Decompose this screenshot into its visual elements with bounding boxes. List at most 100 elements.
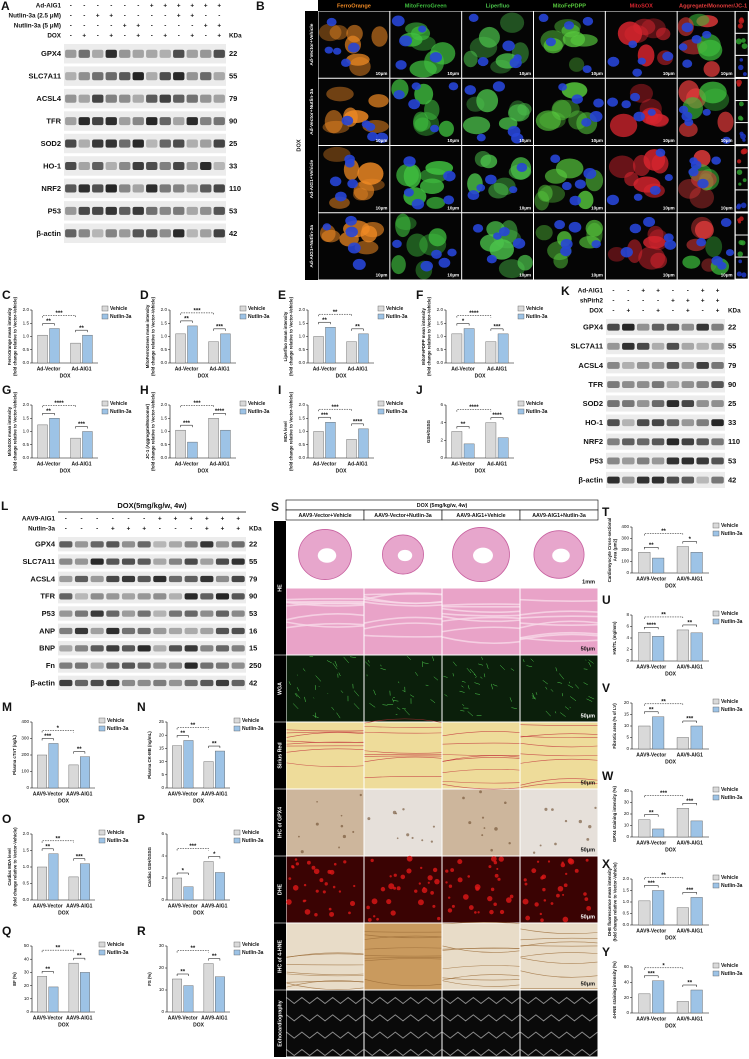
tissue	[286, 990, 364, 1057]
legend-swatch	[233, 717, 241, 724]
y-tick-label: 60	[624, 964, 630, 969]
blot-band	[636, 476, 650, 484]
blot-strip	[64, 201, 226, 221]
blot-band	[159, 72, 171, 81]
y-tick-label: 0.0	[299, 455, 306, 460]
legend-label: Vehicle	[721, 963, 738, 969]
nucleus	[411, 198, 425, 210]
bar	[690, 897, 703, 926]
tissue	[520, 778, 598, 786]
tissue	[397, 681, 400, 684]
legend-swatch	[517, 400, 525, 407]
x-tick-label: Ad-Vector	[451, 366, 475, 372]
tissue	[447, 896, 451, 899]
tissue	[423, 662, 429, 664]
tissue	[392, 698, 394, 703]
tissue	[317, 548, 337, 563]
blot-band	[132, 139, 144, 148]
tissue	[380, 886, 386, 892]
y-axis-label: DHE fluorescence mean intensity	[607, 867, 612, 936]
tissue	[520, 631, 598, 639]
tissue	[286, 982, 364, 990]
panel-letter: M	[2, 700, 12, 714]
x-axis-label: DOX	[58, 1022, 70, 1028]
significance-bracket	[41, 738, 54, 741]
blot-band	[90, 662, 104, 669]
tissue	[368, 660, 370, 663]
x-tick-label: Ad-Vector	[313, 461, 337, 467]
tissue	[370, 858, 374, 863]
tissue	[474, 693, 481, 695]
x-tick-label: Ad-AIG1	[210, 461, 230, 467]
protein-kda: 15	[249, 644, 257, 653]
tissue	[371, 898, 378, 905]
inset-signal	[736, 271, 742, 277]
scale-label: 10μm	[447, 71, 459, 76]
blot-band	[159, 206, 171, 215]
scale-label: 10μm	[591, 138, 603, 143]
cell-signal	[705, 236, 723, 258]
nucleus	[621, 100, 631, 109]
legend-swatch	[712, 970, 720, 977]
row-label: Ad-AIG1+Nutlin-3a	[309, 225, 315, 268]
blot-band	[168, 575, 183, 583]
tissue	[463, 894, 469, 900]
significance-label: ***	[648, 971, 656, 977]
blot-band	[231, 541, 245, 548]
bar	[676, 907, 689, 926]
tissue	[432, 904, 436, 908]
bar	[346, 341, 357, 364]
x-axis-label: DOX	[60, 468, 72, 474]
blot-band	[132, 94, 144, 103]
nucleus	[347, 242, 361, 254]
nucleus	[443, 170, 456, 182]
y-tick-label: 0.0	[623, 922, 630, 927]
x-tick-label: Ad-AIG1	[72, 366, 92, 372]
tissue	[578, 819, 583, 824]
blot-strip	[64, 156, 226, 176]
significance-bracket	[318, 321, 331, 325]
panel-letter: E	[278, 288, 286, 302]
x-tick-label: Ad-Vector	[175, 461, 199, 467]
blot-band	[231, 662, 245, 669]
condition-sign: -	[65, 526, 67, 533]
x-tick-label: AAV9-Vector	[636, 1016, 666, 1022]
blot-band	[137, 645, 151, 652]
y-axis-label: Plasma cTnT (ng/L)	[12, 735, 17, 775]
y-tick-label: 1.5	[623, 888, 630, 893]
cell-signal	[632, 154, 651, 177]
bar	[37, 334, 48, 364]
condition-sign: -	[96, 526, 98, 533]
tissue	[563, 883, 568, 888]
x-tick-label: Ad-Vector	[37, 366, 61, 372]
protein-kda: 42	[229, 229, 237, 238]
tissue	[364, 856, 442, 923]
tissue	[286, 597, 364, 601]
bar	[676, 546, 689, 574]
condition-sign: -	[80, 526, 82, 533]
legend-swatch	[98, 837, 106, 844]
blot-strip	[606, 471, 725, 488]
tissue	[488, 865, 492, 869]
nucleus	[545, 37, 556, 47]
blot-band	[146, 184, 158, 193]
condition-sign: -	[627, 298, 629, 305]
tissue	[575, 684, 580, 689]
tissue	[494, 873, 499, 878]
blot-band	[153, 575, 167, 583]
row-label: HE	[277, 584, 283, 592]
nucleus	[392, 239, 402, 248]
blot-band	[168, 679, 183, 687]
tissue	[364, 979, 442, 987]
blot-strip	[64, 223, 226, 243]
tissue	[314, 912, 318, 917]
tissue	[329, 869, 335, 875]
tissue	[295, 862, 300, 866]
tissue	[298, 835, 300, 838]
bar	[79, 972, 90, 1013]
nucleus	[411, 82, 421, 91]
tissue	[324, 882, 328, 886]
blot-band	[711, 419, 724, 427]
blot-band	[105, 94, 117, 103]
cell-signal	[500, 12, 525, 33]
